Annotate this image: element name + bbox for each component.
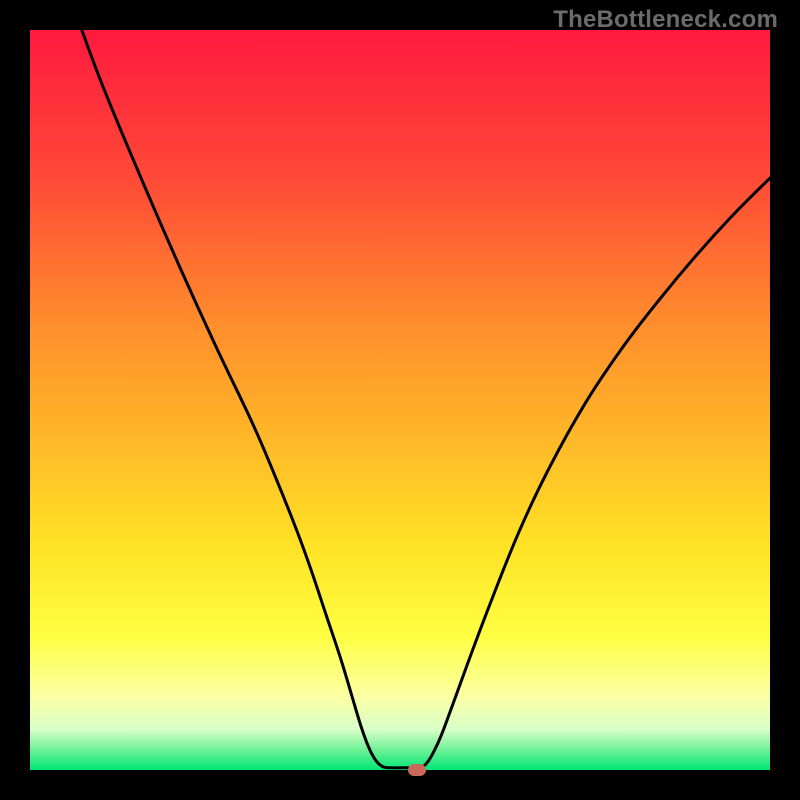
plot-area xyxy=(30,30,770,770)
watermark-label: TheBottleneck.com xyxy=(553,6,778,34)
chart-frame: TheBottleneck.com xyxy=(0,0,800,800)
optimum-marker xyxy=(408,764,426,776)
bottleneck-curve xyxy=(30,30,770,770)
